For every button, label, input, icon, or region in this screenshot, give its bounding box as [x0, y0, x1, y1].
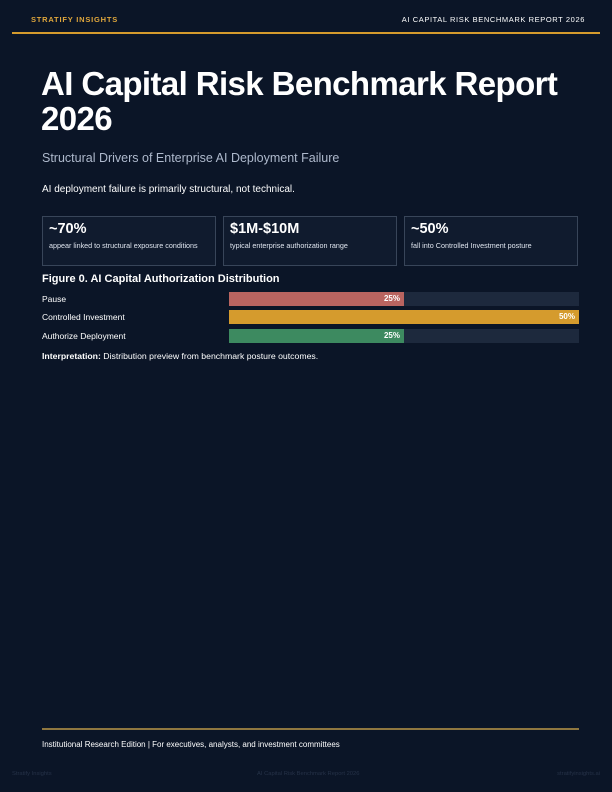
bar: 25% — [229, 292, 404, 306]
bar-track: 25% — [229, 292, 579, 306]
page-title: AI Capital Risk Benchmark Report 2026 — [41, 65, 558, 137]
bar-value-label: 25% — [383, 294, 400, 303]
footer-divider — [42, 728, 579, 730]
bar: 25% — [229, 329, 404, 343]
bar-value-label: 50% — [558, 312, 575, 321]
bar-category-label: Authorize Deployment — [42, 331, 126, 341]
stat-card-controlled-investment: ~50% fall into Controlled Investment pos… — [404, 216, 578, 266]
brand-name: STRATIFY INSIGHTS — [31, 15, 119, 24]
interpretation-label: Interpretation: — [42, 351, 101, 361]
figure-interpretation: Interpretation: Distribution preview fro… — [42, 351, 318, 361]
header-report-title: AI CAPITAL RISK BENCHMARK REPORT 2026 — [401, 15, 585, 24]
bar-value-label: 25% — [383, 331, 400, 340]
stat-card-authorization-range: $1M-$10M typical enterprise authorizatio… — [223, 216, 397, 266]
page-footer-left: Stratify Insights — [12, 771, 52, 777]
stat-card-structural-exposure: ~70% appear linked to structural exposur… — [42, 216, 216, 266]
page-footer-center: AI Capital Risk Benchmark Report 2026 — [257, 771, 360, 777]
bar-row: Controlled Investment 50% — [42, 310, 579, 324]
figure-title: Figure 0. AI Capital Authorization Distr… — [42, 273, 280, 285]
thesis-statement: AI deployment failure is primarily struc… — [42, 184, 295, 195]
stat-value: ~70% — [49, 221, 87, 237]
top-bar: STRATIFY INSIGHTS AI CAPITAL RISK BENCHM… — [12, 0, 600, 34]
bar-category-label: Pause — [42, 294, 67, 304]
stat-description: appear linked to structural exposure con… — [49, 241, 198, 250]
stat-description: typical enterprise authorization range — [230, 241, 348, 250]
bar-category-label: Controlled Investment — [42, 312, 125, 322]
page-subtitle: Structural Drivers of Enterprise AI Depl… — [42, 151, 340, 165]
stat-description: fall into Controlled Investment posture — [411, 241, 532, 250]
footer-edition: Institutional Research Edition | For exe… — [42, 740, 340, 749]
bar-track: 50% — [229, 310, 579, 324]
interpretation-text: Distribution preview from benchmark post… — [100, 351, 319, 361]
stat-value: ~50% — [411, 221, 449, 237]
page-footer-right: stratifyinsights.ai — [557, 771, 600, 777]
bar-row: Authorize Deployment 25% — [42, 329, 579, 343]
stat-value: $1M-$10M — [230, 221, 300, 237]
bar-track: 25% — [229, 329, 579, 343]
bar: 50% — [229, 310, 579, 324]
bar-row: Pause 25% — [42, 292, 579, 306]
